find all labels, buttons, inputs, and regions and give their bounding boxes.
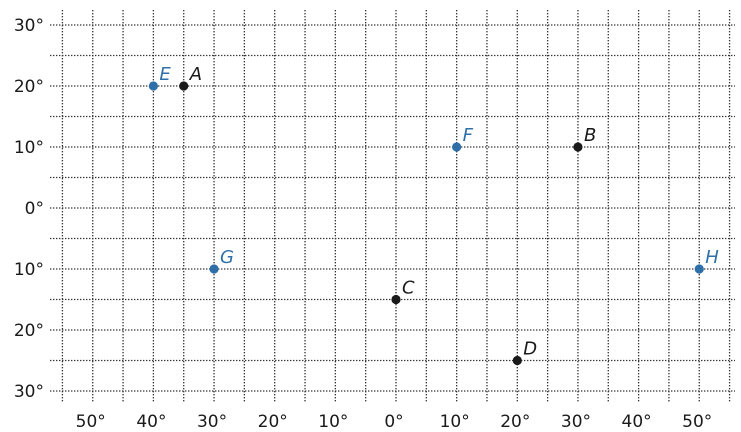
- y-tick-label: 20°: [14, 321, 44, 341]
- x-tick-label: 40°: [136, 412, 166, 432]
- point-c: [391, 294, 401, 305]
- y-tick-label: 10°: [14, 138, 44, 158]
- point-label-a: A: [189, 64, 202, 85]
- point-label-e: E: [159, 64, 171, 85]
- point-label-d: D: [523, 339, 537, 360]
- point-b: [573, 142, 583, 152]
- point-label-c: C: [402, 278, 415, 299]
- plotted-points: A B C D E F G H: [148, 64, 719, 366]
- grid-lines: [50, 10, 735, 402]
- point-g: [209, 264, 219, 274]
- y-tick-label: 30°: [14, 382, 44, 402]
- x-tick-label: 10°: [440, 412, 470, 432]
- x-tick-label: 50°: [682, 412, 712, 432]
- x-tick-label: 0°: [384, 412, 403, 432]
- point-h: [694, 264, 704, 274]
- tick-labels: 50° 40° 30° 20° 10° 0° 10° 20° 30° 40° 50° 30° 20° 10…: [14, 16, 712, 432]
- x-tick-label: 40°: [622, 412, 652, 432]
- y-tick-label: 10°: [14, 260, 44, 280]
- point-label-b: B: [584, 125, 596, 146]
- point-label-f: F: [463, 125, 474, 146]
- x-tick-label: 20°: [258, 412, 288, 432]
- x-tick-label: 30°: [561, 412, 591, 432]
- y-tick-label: 0°: [25, 199, 44, 219]
- x-tick-label: 30°: [197, 412, 227, 432]
- y-tick-label: 30°: [14, 16, 44, 36]
- x-tick-label: 10°: [318, 412, 348, 432]
- point-a: [179, 81, 189, 91]
- x-tick-label: 50°: [76, 412, 106, 432]
- x-tick-label: 20°: [500, 412, 530, 432]
- point-f: [452, 142, 462, 152]
- point-d: [512, 355, 522, 366]
- point-e: [148, 81, 158, 91]
- y-tick-label: 20°: [14, 77, 44, 97]
- point-label-h: H: [705, 247, 719, 268]
- point-label-g: G: [220, 247, 234, 268]
